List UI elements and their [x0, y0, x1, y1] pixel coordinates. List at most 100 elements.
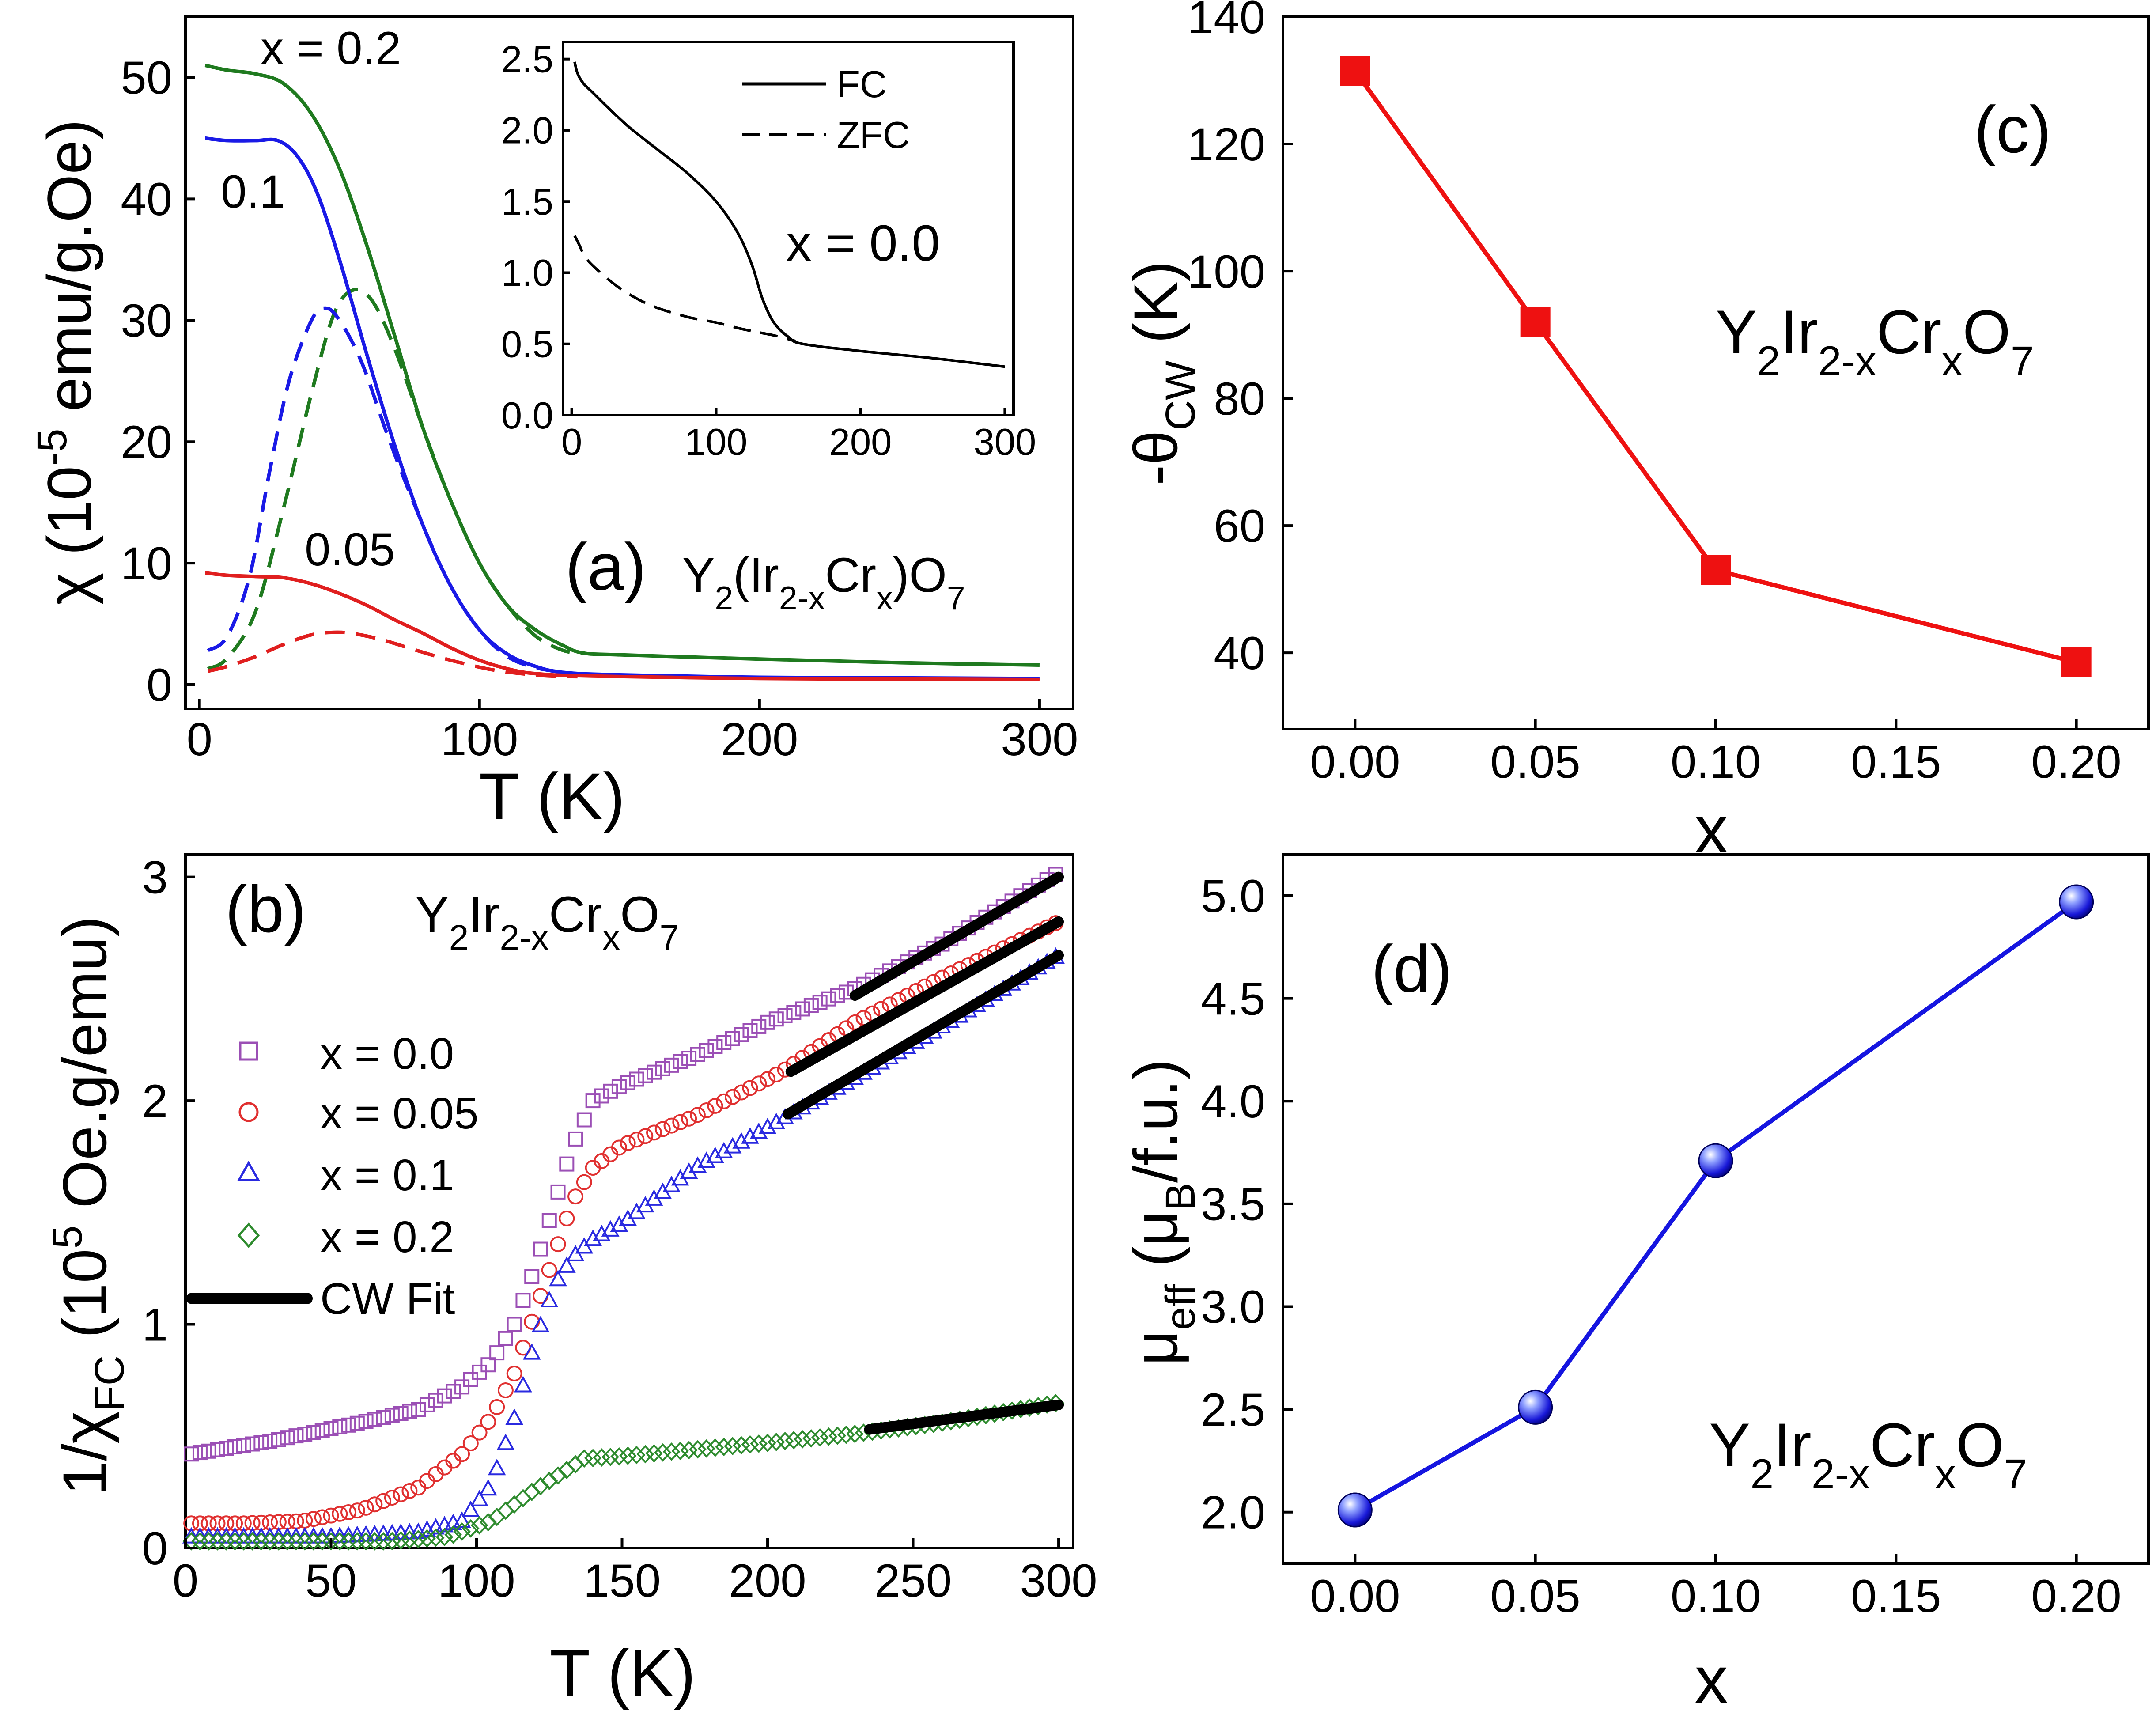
panel-c-xticks: 0.00 0.05 0.10 0.15 0.20 — [1310, 719, 2122, 788]
panel-a-label: (a) — [565, 530, 646, 604]
data-point-x-0-05 — [384, 1490, 400, 1506]
panel-d-series — [1337, 884, 2094, 1528]
data-point-x-0-0 — [576, 1112, 592, 1128]
data-point-x-0-05 — [628, 1132, 645, 1148]
data-point-x-0-2 — [828, 1426, 846, 1445]
inset-label: x = 0.0 — [786, 215, 940, 272]
data-point-x-0-0 — [655, 1061, 670, 1076]
data-point-x-0-2 — [191, 1532, 209, 1551]
legend-label-x00: x = 0.0 — [320, 1029, 454, 1079]
data-point-x-0-05 — [506, 1365, 522, 1381]
data-point-x-0-0 — [585, 1093, 601, 1109]
data-point-x-0-05 — [471, 1424, 488, 1441]
data-point-x-0-2 — [575, 1449, 593, 1468]
data-point-x-0-1 — [269, 1527, 288, 1544]
theta-cw-point — [1520, 307, 1551, 337]
mu-eff-point — [1698, 1143, 1733, 1178]
data-point-x-0-0 — [760, 1014, 775, 1030]
data-point-x-0-2 — [584, 1449, 602, 1468]
data-point-x-0-2 — [785, 1431, 803, 1450]
data-point-x-0-0 — [210, 1442, 225, 1457]
panel-d-ytick-label: 2.0 — [1201, 1487, 1265, 1538]
data-point-x-0-2 — [331, 1532, 349, 1551]
panel-d-formula: Y2Ir2-xCrxO7 — [1709, 1410, 2027, 1498]
panel-b-xtick-label: 0 — [173, 1555, 198, 1607]
data-point-x-0-0 — [533, 1241, 548, 1257]
data-point-x-0-2 — [732, 1436, 750, 1455]
data-point-x-0-05 — [681, 1110, 697, 1127]
data-point-x-0-05 — [550, 1236, 566, 1253]
data-point-x-0-2 — [619, 1446, 637, 1465]
data-point-x-0-2 — [820, 1427, 838, 1446]
data-point-x-0-0 — [594, 1088, 609, 1104]
data-point-x-0-2 — [601, 1448, 619, 1466]
panel-c-label: (c) — [1974, 92, 2051, 167]
data-point-x-0-1 — [217, 1527, 235, 1544]
data-point-x-0-05 — [768, 1067, 784, 1083]
panel-b: 0 50 100 150 200 250 300 0 1 2 3 T (K) 1/χFC (105… — [44, 852, 1097, 1710]
data-point-x-0-05 — [733, 1084, 749, 1101]
panel-d-xtick-label: 0.20 — [2031, 1571, 2121, 1622]
panel-b-fits — [783, 871, 1064, 1435]
data-point-x-0-0 — [262, 1433, 278, 1449]
mu-eff-point — [1337, 1492, 1373, 1528]
data-point-x-0-0 — [568, 1131, 583, 1147]
data-point-x-0-2 — [837, 1425, 855, 1444]
data-point-x-0-1 — [697, 1151, 716, 1168]
panel-b-label: (b) — [225, 872, 306, 946]
panel-b-ytick-label: 0 — [142, 1523, 168, 1574]
data-point-x-0-0 — [271, 1432, 286, 1447]
panel-b-xticks: 0 50 100 150 200 250 300 — [173, 1538, 1097, 1607]
data-point-x-0-2 — [252, 1532, 270, 1551]
data-point-x-0-1 — [243, 1527, 261, 1544]
data-point-x-0-1 — [304, 1527, 323, 1544]
data-point-x-0-1 — [453, 1511, 471, 1528]
data-point-x-0-05 — [524, 1313, 540, 1330]
data-point-x-0-05 — [663, 1117, 680, 1134]
panel-a-xtick-label: 200 — [721, 714, 798, 765]
panel-b-xtick-label: 250 — [874, 1555, 952, 1607]
data-point-x-0-2 — [235, 1532, 253, 1551]
data-point-x-0-2 — [846, 1424, 864, 1443]
panel-a-ytick-label: 20 — [121, 416, 172, 468]
theta-cw-point — [1701, 555, 1731, 585]
mu-eff-point — [1518, 1389, 1553, 1425]
data-point-x-0-05 — [611, 1139, 627, 1156]
data-point-x-0-0 — [201, 1443, 216, 1459]
data-point-x-0-05 — [847, 1014, 863, 1030]
panel-a-formula: Y2(Ir2-xCrx)O7 — [682, 548, 965, 617]
data-point-x-0-0 — [245, 1436, 260, 1452]
data-point-x-0-2 — [671, 1442, 689, 1461]
data-point-x-0-0 — [734, 1027, 749, 1042]
data-point-x-0-2 — [654, 1443, 672, 1462]
data-point-x-0-2 — [689, 1440, 707, 1459]
data-point-x-0-1 — [261, 1527, 279, 1544]
panel-c-ytick-label: 80 — [1214, 373, 1265, 425]
data-point-x-0-1 — [208, 1527, 227, 1544]
data-point-x-0-2 — [409, 1529, 427, 1548]
theta-cw-point — [1340, 56, 1370, 86]
data-point-x-0-2 — [750, 1434, 768, 1453]
data-point-x-0-0 — [821, 991, 836, 1007]
data-point-x-0-1 — [191, 1527, 209, 1544]
legend-marker-x005 — [238, 1102, 259, 1122]
data-point-x-0-2 — [715, 1438, 733, 1456]
panel-c-ytick-label: 120 — [1188, 119, 1265, 170]
panel-a-ytick-label: 0 — [147, 659, 172, 711]
data-point-x-0-0 — [629, 1071, 644, 1087]
data-point-x-0-0 — [253, 1435, 269, 1450]
panel-b-ytick-label: 2 — [142, 1075, 168, 1127]
data-point-x-0-2 — [776, 1432, 794, 1450]
data-point-x-0-05 — [742, 1080, 758, 1096]
data-point-x-0-1 — [488, 1459, 506, 1476]
data-point-x-0-1 — [540, 1291, 559, 1308]
data-point-x-0-2 — [287, 1532, 305, 1551]
series-line-x-0-2-zfc — [207, 288, 583, 670]
panel-a-frame — [184, 15, 1074, 710]
data-point-x-0-0 — [367, 1412, 382, 1427]
panel-b-ylabel: 1/χFC (105 Oe.g/emu) — [44, 916, 133, 1495]
data-point-x-0-2 — [768, 1433, 785, 1451]
inset-ytick-label: 1.0 — [501, 252, 553, 294]
data-point-x-0-05 — [689, 1107, 706, 1123]
data-point-x-0-2 — [794, 1430, 811, 1449]
